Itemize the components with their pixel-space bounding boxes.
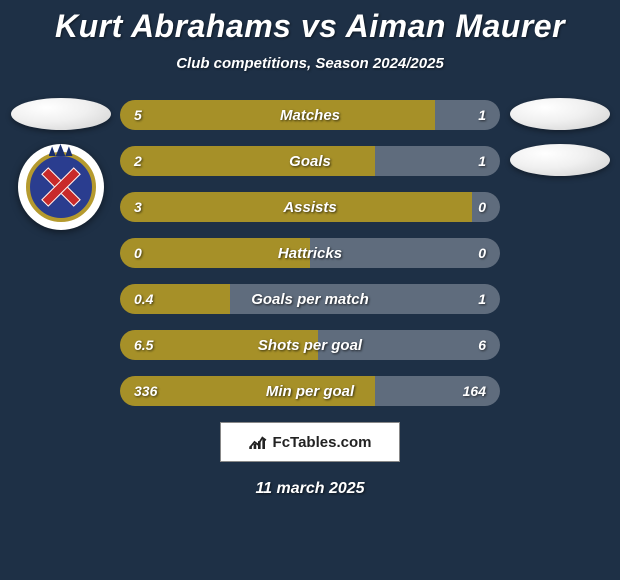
stat-left-segment: 6.5 bbox=[120, 330, 318, 360]
right-player-orb-1 bbox=[510, 98, 610, 130]
stat-row: 00Hattricks bbox=[120, 238, 500, 268]
stat-row: 0.41Goals per match bbox=[120, 284, 500, 314]
stat-row: 51Matches bbox=[120, 100, 500, 130]
stat-row: 30Assists bbox=[120, 192, 500, 222]
stat-left-segment: 0.4 bbox=[120, 284, 230, 314]
stats-bars: 51Matches21Goals30Assists00Hattricks0.41… bbox=[120, 100, 500, 406]
stat-right-segment: 164 bbox=[375, 376, 500, 406]
stat-row: 336164Min per goal bbox=[120, 376, 500, 406]
left-player-column bbox=[8, 92, 113, 230]
stat-row: 6.56Shots per goal bbox=[120, 330, 500, 360]
fctables-icon bbox=[249, 435, 267, 449]
comparison-content: 51Matches21Goals30Assists00Hattricks0.41… bbox=[0, 100, 620, 406]
stat-left-segment: 5 bbox=[120, 100, 435, 130]
footer-text: FcTables.com bbox=[273, 434, 372, 451]
stat-right-segment: 0 bbox=[310, 238, 500, 268]
left-player-orb bbox=[11, 98, 111, 130]
right-player-orb-2 bbox=[510, 144, 610, 176]
stat-right-segment: 0 bbox=[472, 192, 500, 222]
left-player-crest bbox=[18, 144, 104, 230]
stat-right-segment: 1 bbox=[435, 100, 500, 130]
stat-row: 21Goals bbox=[120, 146, 500, 176]
right-player-column bbox=[507, 92, 612, 190]
page-title: Kurt Abrahams vs Aiman Maurer bbox=[0, 0, 620, 45]
stat-right-segment: 1 bbox=[375, 146, 500, 176]
stat-left-segment: 336 bbox=[120, 376, 375, 406]
date-label: 11 march 2025 bbox=[0, 480, 620, 498]
stat-left-segment: 3 bbox=[120, 192, 472, 222]
stat-left-segment: 0 bbox=[120, 238, 310, 268]
stat-right-segment: 1 bbox=[230, 284, 500, 314]
footer-badge[interactable]: FcTables.com bbox=[220, 422, 400, 462]
subtitle: Club competitions, Season 2024/2025 bbox=[0, 55, 620, 72]
stat-left-segment: 2 bbox=[120, 146, 375, 176]
stat-right-segment: 6 bbox=[318, 330, 500, 360]
